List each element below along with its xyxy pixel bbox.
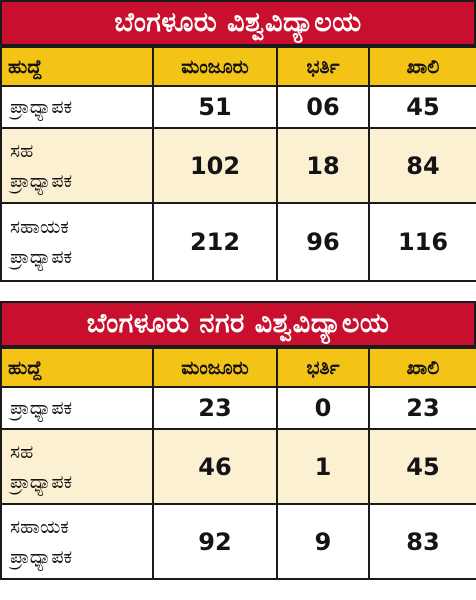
filled-value: 0 (276, 386, 370, 430)
table-title: ಬೆಂಗಳೂರು ನಗರ ವಿಶ್ವವಿದ್ಯಾಲಯ (0, 301, 476, 347)
row-label: ಸಹ ಪ್ರಾಧ್ಯಾಪಕ (0, 127, 154, 204)
row-label-line: ಸಹಾಯಕ (10, 216, 69, 238)
row-label-line: ಪ್ರಾಧ್ಯಾಪಕ (10, 246, 73, 268)
row-label: ಸಹಾಯಕ ಪ್ರಾಧ್ಯಾಪಕ (0, 202, 154, 282)
header-filled: ಭರ್ತಿ (276, 347, 370, 388)
vacant-value: 84 (368, 127, 476, 204)
row-label-line: ಪ್ರಾಧ್ಯಾಪಕ (10, 397, 73, 419)
filled-value: 06 (276, 85, 370, 129)
vacant-value: 83 (368, 503, 476, 580)
sanctioned-value: 51 (152, 85, 278, 129)
table-row: ಸಹಾಯಕ ಪ್ರಾಧ್ಯಾಪಕ 92 9 83 (0, 503, 476, 580)
vacant-value: 45 (368, 428, 476, 505)
table-row: ಸಹ ಪ್ರಾಧ್ಯಾಪಕ 102 18 84 (0, 127, 476, 204)
vacant-value: 23 (368, 386, 476, 430)
table-row: ಪ್ರಾಧ್ಯಾಪಕ 23 0 23 (0, 386, 476, 430)
row-label: ಸಹ ಪ್ರಾಧ್ಯಾಪಕ (0, 428, 154, 505)
row-label-line: ಪ್ರಾಧ್ಯಾಪಕ (10, 96, 73, 118)
table-title: ಬೆಂಗಳೂರು ವಿಶ್ವವಿದ್ಯಾಲಯ (0, 0, 476, 46)
vacancy-table: ಹುದ್ದೆ ಮಂಜೂರು ಭರ್ತಿ ಖಾಲಿ ಪ್ರಾಧ್ಯಾಪಕ 51 0… (0, 46, 476, 282)
header-vacant: ಖಾಲಿ (368, 46, 476, 87)
table-header-row: ಹುದ್ದೆ ಮಂಜೂರು ಭರ್ತಿ ಖಾಲಿ (0, 347, 476, 388)
row-label-line: ಸಹ (10, 139, 34, 162)
row-label-line: ಪ್ರಾಧ್ಯಾಪಕ (10, 470, 73, 493)
sanctioned-value: 212 (152, 202, 278, 282)
table-block-bangalore-city-university: ಬೆಂಗಳೂರು ನಗರ ವಿಶ್ವವಿದ್ಯಾಲಯ ಹುದ್ದೆ ಮಂಜೂರು… (0, 301, 476, 580)
header-sanctioned: ಮಂಜೂರು (152, 46, 278, 87)
vacant-value: 45 (368, 85, 476, 129)
filled-value: 9 (276, 503, 370, 580)
header-sanctioned: ಮಂಜೂರು (152, 347, 278, 388)
table-row: ಸಹ ಪ್ರಾಧ್ಯಾಪಕ 46 1 45 (0, 428, 476, 505)
sanctioned-value: 102 (152, 127, 278, 204)
row-label-line: ಸಹ (10, 440, 34, 463)
table-block-bangalore-university: ಬೆಂಗಳೂರು ವಿಶ್ವವಿದ್ಯಾಲಯ ಹುದ್ದೆ ಮಂಜೂರು ಭರ್… (0, 0, 476, 282)
filled-value: 18 (276, 127, 370, 204)
row-label: ಪ್ರಾಧ್ಯಾಪಕ (0, 386, 154, 430)
filled-value: 1 (276, 428, 370, 505)
filled-value: 96 (276, 202, 370, 282)
header-role: ಹುದ್ದೆ (0, 347, 154, 388)
header-vacant: ಖಾಲಿ (368, 347, 476, 388)
row-label-line: ಸಹಾಯಕ (10, 515, 69, 538)
header-role: ಹುದ್ದೆ (0, 46, 154, 87)
vacant-value: 116 (368, 202, 476, 282)
row-label: ಸಹಾಯಕ ಪ್ರಾಧ್ಯಾಪಕ (0, 503, 154, 580)
row-label: ಪ್ರಾಧ್ಯಾಪಕ (0, 85, 154, 129)
table-row: ಪ್ರಾಧ್ಯಾಪಕ 51 06 45 (0, 85, 476, 129)
vacancy-table: ಹುದ್ದೆ ಮಂಜೂರು ಭರ್ತಿ ಖಾಲಿ ಪ್ರಾಧ್ಯಾಪಕ 23 0… (0, 347, 476, 580)
table-header-row: ಹುದ್ದೆ ಮಂಜೂರು ಭರ್ತಿ ಖಾಲಿ (0, 46, 476, 87)
sanctioned-value: 23 (152, 386, 278, 430)
header-filled: ಭರ್ತಿ (276, 46, 370, 87)
table-row: ಸಹಾಯಕ ಪ್ರಾಧ್ಯಾಪಕ 212 96 116 (0, 202, 476, 282)
sanctioned-value: 46 (152, 428, 278, 505)
row-label-line: ಪ್ರಾಧ್ಯಾಪಕ (10, 169, 73, 192)
row-label-line: ಪ್ರಾಧ್ಯಾಪಕ (10, 545, 73, 568)
sanctioned-value: 92 (152, 503, 278, 580)
